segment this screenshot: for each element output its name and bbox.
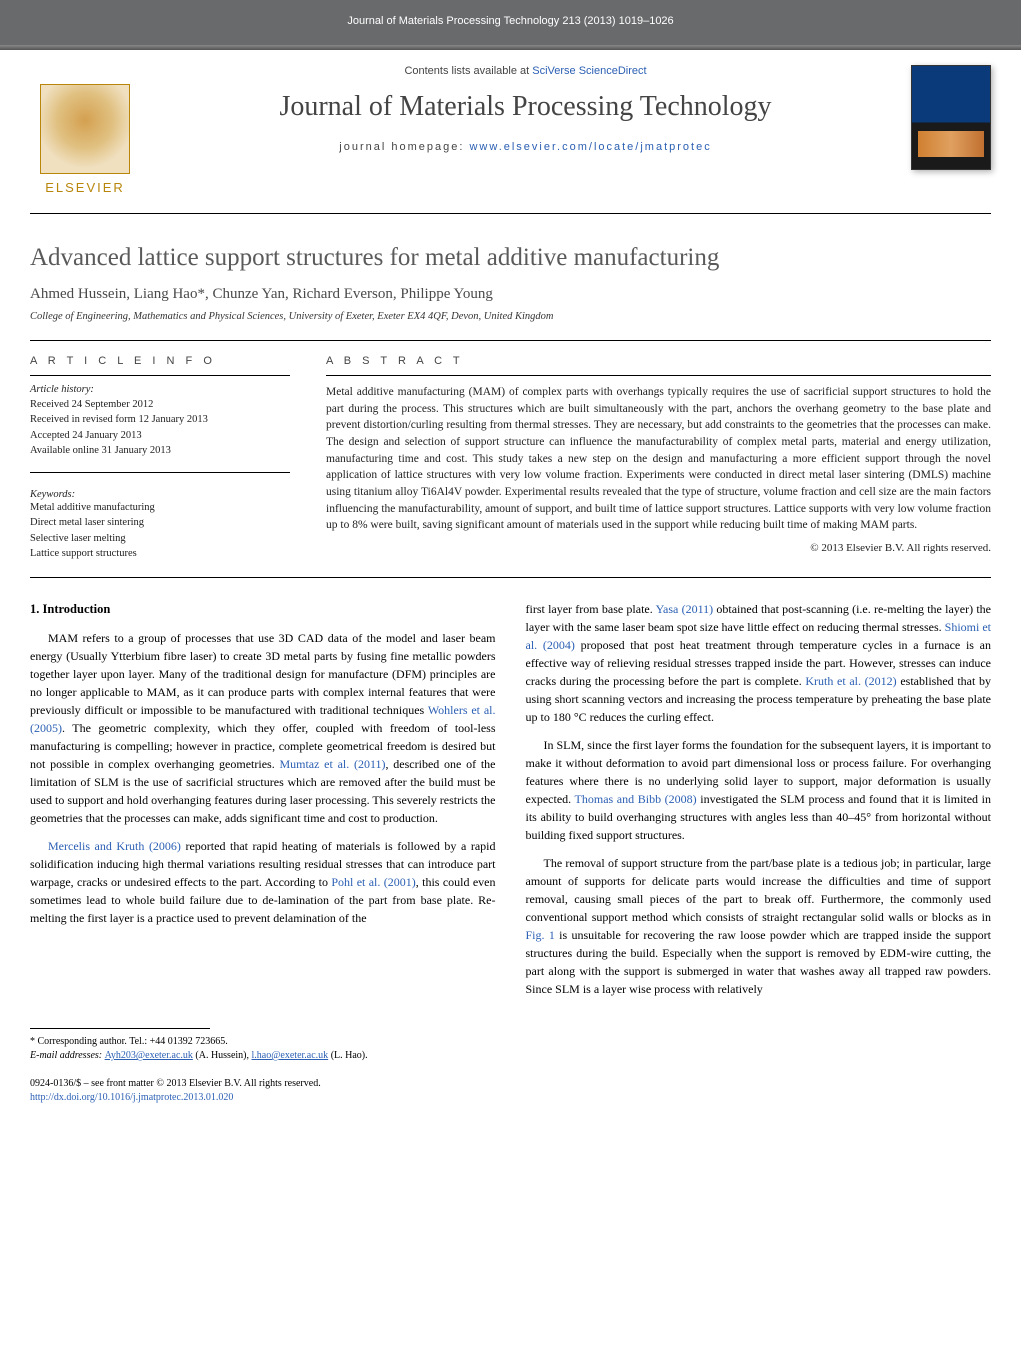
revised: Received in revised form 12 January 2013 bbox=[30, 412, 290, 427]
citation-link[interactable]: Mumtaz et al. (2011) bbox=[279, 757, 385, 771]
rule bbox=[30, 1028, 210, 1029]
abstract-head: A B S T R A C T bbox=[326, 355, 991, 367]
para: first layer from base plate. Yasa (2011)… bbox=[526, 600, 992, 726]
doi-link[interactable]: http://dx.doi.org/10.1016/j.jmatprotec.2… bbox=[30, 1092, 233, 1103]
meta-row: A R T I C L E I N F O Article history: R… bbox=[30, 341, 991, 571]
affiliation: College of Engineering, Mathematics and … bbox=[30, 311, 991, 322]
kw: Selective laser melting bbox=[30, 531, 290, 546]
email-link[interactable]: l.hao@exeter.ac.uk bbox=[252, 1050, 329, 1061]
authors: Ahmed Hussein, Liang Hao*, Chunze Yan, R… bbox=[30, 286, 991, 303]
info-column: A R T I C L E I N F O Article history: R… bbox=[30, 355, 290, 561]
elsevier-label: ELSEVIER bbox=[45, 180, 125, 195]
rule bbox=[30, 213, 991, 214]
rule bbox=[30, 375, 290, 376]
citation-link[interactable]: Pohl et al. (2001) bbox=[331, 875, 415, 889]
left-column: 1. Introduction MAM refers to a group of… bbox=[30, 600, 496, 1008]
emails: E-mail addresses: Ayh203@exeter.ac.uk (A… bbox=[30, 1049, 991, 1063]
article-title: Advanced lattice support structures for … bbox=[30, 244, 991, 272]
contents-prefix: Contents lists available at bbox=[404, 65, 532, 77]
copyright: © 2013 Elsevier B.V. All rights reserved… bbox=[326, 542, 991, 554]
citation-link[interactable]: Kruth et al. (2012) bbox=[805, 674, 896, 688]
citation-link[interactable]: Yasa (2011) bbox=[656, 602, 714, 616]
keywords-label: Keywords: bbox=[30, 489, 290, 500]
elsevier-tree-icon bbox=[40, 84, 130, 174]
right-column: first layer from base plate. Yasa (2011)… bbox=[526, 600, 992, 1008]
masthead: ELSEVIER Contents lists available at Sci… bbox=[0, 45, 1021, 195]
article-info-head: A R T I C L E I N F O bbox=[30, 355, 290, 367]
journal-title: Journal of Materials Processing Technolo… bbox=[160, 91, 891, 123]
masthead-center: Contents lists available at SciVerse Sci… bbox=[160, 65, 891, 153]
corresponding-author: * Corresponding author. Tel.: +44 01392 … bbox=[30, 1035, 991, 1063]
section-head-1: 1. Introduction bbox=[30, 600, 496, 619]
kw: Direct metal laser sintering bbox=[30, 515, 290, 530]
sciencedirect-link[interactable]: SciVerse ScienceDirect bbox=[532, 65, 646, 77]
history-label: Article history: bbox=[30, 382, 290, 397]
homepage-prefix: journal homepage: bbox=[339, 141, 469, 153]
para: The removal of support structure from th… bbox=[526, 854, 992, 998]
contents-line: Contents lists available at SciVerse Sci… bbox=[160, 65, 891, 77]
corr-label: * Corresponding author. Tel.: +44 01392 … bbox=[30, 1035, 991, 1049]
rule bbox=[30, 472, 290, 473]
rule bbox=[326, 375, 991, 376]
citation-link[interactable]: Thomas and Bibb (2008) bbox=[575, 792, 697, 806]
accepted: Accepted 24 January 2013 bbox=[30, 428, 290, 443]
abstract-text: Metal additive manufacturing (MAM) of co… bbox=[326, 384, 991, 534]
citation-link[interactable]: Mercelis and Kruth (2006) bbox=[48, 839, 181, 853]
para: Mercelis and Kruth (2006) reported that … bbox=[30, 837, 496, 927]
received: Received 24 September 2012 bbox=[30, 397, 290, 412]
abstract-column: A B S T R A C T Metal additive manufactu… bbox=[326, 355, 991, 561]
article-history: Article history: Received 24 September 2… bbox=[30, 382, 290, 458]
top-bar: Journal of Materials Processing Technolo… bbox=[0, 0, 1021, 45]
rule bbox=[30, 577, 991, 578]
journal-cover-thumb bbox=[911, 65, 991, 170]
para: MAM refers to a group of processes that … bbox=[30, 629, 496, 827]
kw: Lattice support structures bbox=[30, 546, 290, 561]
para: In SLM, since the first layer forms the … bbox=[526, 736, 992, 844]
email-link[interactable]: Ayh203@exeter.ac.uk bbox=[105, 1050, 193, 1061]
body-columns: 1. Introduction MAM refers to a group of… bbox=[30, 600, 991, 1008]
keywords: Metal additive manufacturing Direct meta… bbox=[30, 500, 290, 561]
homepage-link[interactable]: www.elsevier.com/locate/jmatprotec bbox=[469, 141, 711, 153]
figure-link[interactable]: Fig. 1 bbox=[526, 928, 555, 942]
footer-meta: 0924-0136/$ – see front matter © 2013 El… bbox=[30, 1077, 991, 1105]
kw: Metal additive manufacturing bbox=[30, 500, 290, 515]
online: Available online 31 January 2013 bbox=[30, 443, 290, 458]
journal-ref: Journal of Materials Processing Technolo… bbox=[0, 0, 1021, 27]
issn: 0924-0136/$ – see front matter © 2013 El… bbox=[30, 1077, 991, 1091]
elsevier-logo: ELSEVIER bbox=[30, 65, 140, 195]
homepage-line: journal homepage: www.elsevier.com/locat… bbox=[160, 141, 891, 153]
